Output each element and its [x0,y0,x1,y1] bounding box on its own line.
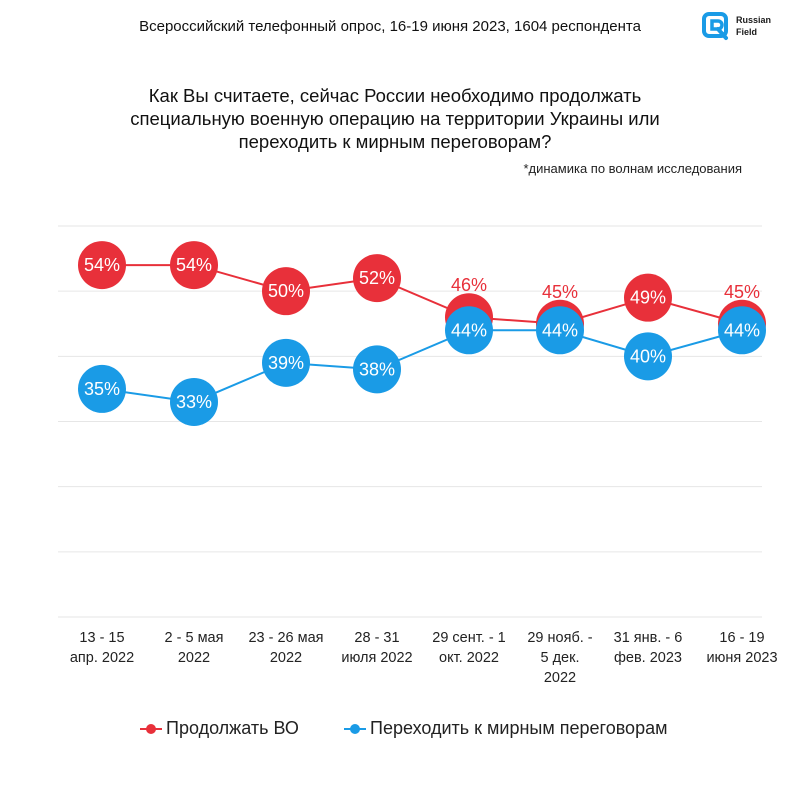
x-tick-label: 28 - 31 июля 2022 [341,630,413,666]
legend: Продолжать ВО Переходить к мирным перего… [0,718,800,748]
data-label-continue-2: 50% [268,281,304,301]
legend-label-negotiate: Переходить к мирным переговорам [370,718,668,738]
point-negotiate-4 [445,306,493,355]
legend-label-continue: Продолжать ВО [166,718,299,738]
dynamics-note: *динамика по волнам исследования [523,161,742,176]
logo-icon [702,12,728,40]
x-tick-label: 23 - 26 мая 2022 [248,630,324,666]
legend-marker-blue [344,722,366,736]
question-line-1: Как Вы считаете, сейчас России необходим… [148,85,642,106]
point-continue-2 [262,267,310,316]
point-negotiate-1 [170,377,218,426]
data-label-continue-6: 49% [630,288,666,308]
x-tick-label: 29 нояб. -5 дек. 2022 [527,630,593,686]
point-negotiate-7 [718,306,766,355]
data-label-continue-4: 46% [451,275,487,295]
point-continue-1 [170,241,218,290]
data-label-negotiate-3: 38% [359,359,395,379]
question-title: Как Вы считаете, сейчас России необходим… [60,84,730,153]
data-label-negotiate-6: 40% [630,346,666,366]
logo-text-line2: Field [736,27,758,37]
question-line-2: специальную военную операцию на территор… [130,108,660,129]
data-label-continue-0: 54% [84,255,120,275]
russian-field-logo: Russian Field [700,10,780,44]
point-continue-6 [624,273,672,322]
data-label-continue-3: 52% [359,268,395,288]
point-negotiate-5 [536,306,584,355]
legend-marker-red [140,722,162,736]
x-tick-label: 31 янв. - 6 фев. 2023 [613,630,683,666]
x-tick-label: 16 - 19 июня 2023 [706,630,778,666]
x-tick-label: 29 сент. - 1 окт. 2022 [432,630,506,666]
data-label-continue-7: 45% [724,282,760,302]
data-label-negotiate-0: 35% [84,379,120,399]
point-negotiate-6 [624,332,672,381]
data-label-negotiate-4: 44% [451,320,487,340]
logo-text-line1: Russian [736,15,772,25]
data-label-continue-5: 45% [542,282,578,302]
legend-item-negotiate: Переходить к мирным переговорам [344,718,667,739]
point-negotiate-3 [353,345,401,394]
point-continue-3 [353,254,401,303]
question-line-3: переходить к мирным переговорам? [238,131,552,152]
data-label-continue-1: 54% [176,255,212,275]
x-tick-label: 2 - 5 мая 2022 [164,630,224,666]
point-continue-0 [78,241,126,290]
survey-info: Всероссийский телефонный опрос, 16-19 ию… [139,18,641,35]
legend-item-continue: Продолжать ВО [140,718,299,739]
data-label-negotiate-2: 39% [268,353,304,373]
point-negotiate-2 [262,338,310,387]
point-negotiate-0 [78,364,126,413]
data-label-negotiate-1: 33% [176,392,212,412]
logo-wordmark: Russian Field [736,14,771,38]
data-label-negotiate-7: 44% [724,320,760,340]
data-label-negotiate-5: 44% [542,320,578,340]
x-tick-label: 13 - 15 апр. 2022 [69,630,135,666]
